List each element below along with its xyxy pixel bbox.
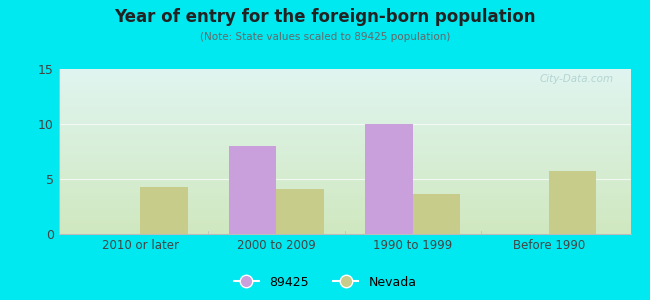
Legend: 89425, Nevada: 89425, Nevada: [229, 271, 421, 294]
Text: Year of entry for the foreign-born population: Year of entry for the foreign-born popul…: [114, 8, 536, 26]
Bar: [413, 194, 460, 234]
Bar: [365, 124, 413, 234]
Bar: [229, 146, 276, 234]
Text: City-Data.com: City-Data.com: [540, 74, 614, 84]
Bar: [140, 187, 188, 234]
Bar: [276, 189, 324, 234]
Text: (Note: State values scaled to 89425 population): (Note: State values scaled to 89425 popu…: [200, 32, 450, 41]
Bar: [549, 171, 597, 234]
